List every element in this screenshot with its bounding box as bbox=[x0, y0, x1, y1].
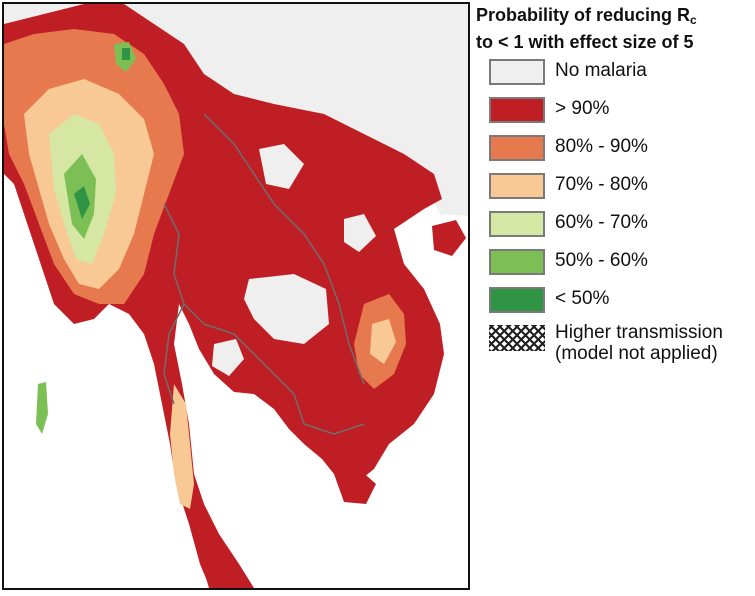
legend-title-line2: to < 1 with effect size of 5 bbox=[476, 32, 694, 52]
legend-label: 70% - 80% bbox=[555, 174, 648, 195]
legend-title: Probability of reducing Rc to < 1 with e… bbox=[476, 4, 752, 53]
malay-peninsula bbox=[200, 524, 248, 588]
legend-item-higher-transmission: Higher transmission (model not applied) bbox=[476, 322, 752, 364]
swatch-80-90 bbox=[489, 135, 545, 161]
swatch-no-malaria bbox=[489, 59, 545, 85]
south-china-sea bbox=[334, 214, 468, 588]
legend-item-60-70: 60% - 70% bbox=[476, 211, 752, 249]
swatch-60-70 bbox=[489, 211, 545, 237]
gulf-of-thailand bbox=[196, 399, 334, 588]
southeast-asia-map bbox=[4, 4, 468, 588]
swatch-hatch-pattern bbox=[489, 325, 545, 351]
legend-label: > 90% bbox=[555, 98, 610, 119]
legend-label-line1: Higher transmission bbox=[555, 322, 723, 343]
legend-item-under-50: < 50% bbox=[476, 287, 752, 325]
swatch-over-90 bbox=[489, 97, 545, 123]
legend-label: 80% - 90% bbox=[555, 136, 648, 157]
legend-label-line2: (model not applied) bbox=[555, 343, 718, 364]
swatch-under-50 bbox=[489, 287, 545, 313]
swatch-50-60 bbox=[489, 249, 545, 275]
legend-title-line1: Probability of reducing R bbox=[476, 5, 691, 25]
legend: Probability of reducing Rc to < 1 with e… bbox=[476, 4, 752, 364]
legend-label: 50% - 60% bbox=[555, 250, 648, 271]
patch-no-malaria-2 bbox=[259, 144, 304, 189]
patch-no-malaria-3 bbox=[344, 214, 376, 252]
legend-label: No malaria bbox=[555, 60, 647, 81]
legend-item-80-90: 80% - 90% bbox=[476, 135, 752, 173]
mekong-delta bbox=[334, 469, 376, 504]
zone-below-50-north bbox=[122, 48, 130, 60]
legend-item-no-malaria: No malaria bbox=[476, 59, 752, 97]
country-borders bbox=[163, 113, 365, 435]
legend-label-higher-transmission: Higher transmission (model not applied) bbox=[555, 322, 723, 364]
hainan-island bbox=[432, 220, 466, 256]
andaman-sea bbox=[4, 304, 179, 588]
legend-item-over-90: > 90% bbox=[476, 97, 752, 135]
legend-item-50-60: 50% - 60% bbox=[476, 249, 752, 287]
swatch-70-80 bbox=[489, 173, 545, 199]
legend-item-70-80: 70% - 80% bbox=[476, 173, 752, 211]
zone-below-50 bbox=[74, 186, 90, 219]
zone-70-80-south bbox=[370, 319, 396, 364]
andaman-islands bbox=[36, 382, 48, 434]
patch-no-malaria-1 bbox=[244, 274, 329, 344]
legend-title-subscript: c bbox=[690, 13, 697, 27]
map-frame bbox=[2, 2, 470, 590]
legend-label: 60% - 70% bbox=[555, 212, 648, 233]
zone-70-80-peninsula bbox=[170, 384, 194, 509]
legend-label: < 50% bbox=[555, 288, 610, 309]
patch-no-malaria-4 bbox=[212, 339, 244, 376]
